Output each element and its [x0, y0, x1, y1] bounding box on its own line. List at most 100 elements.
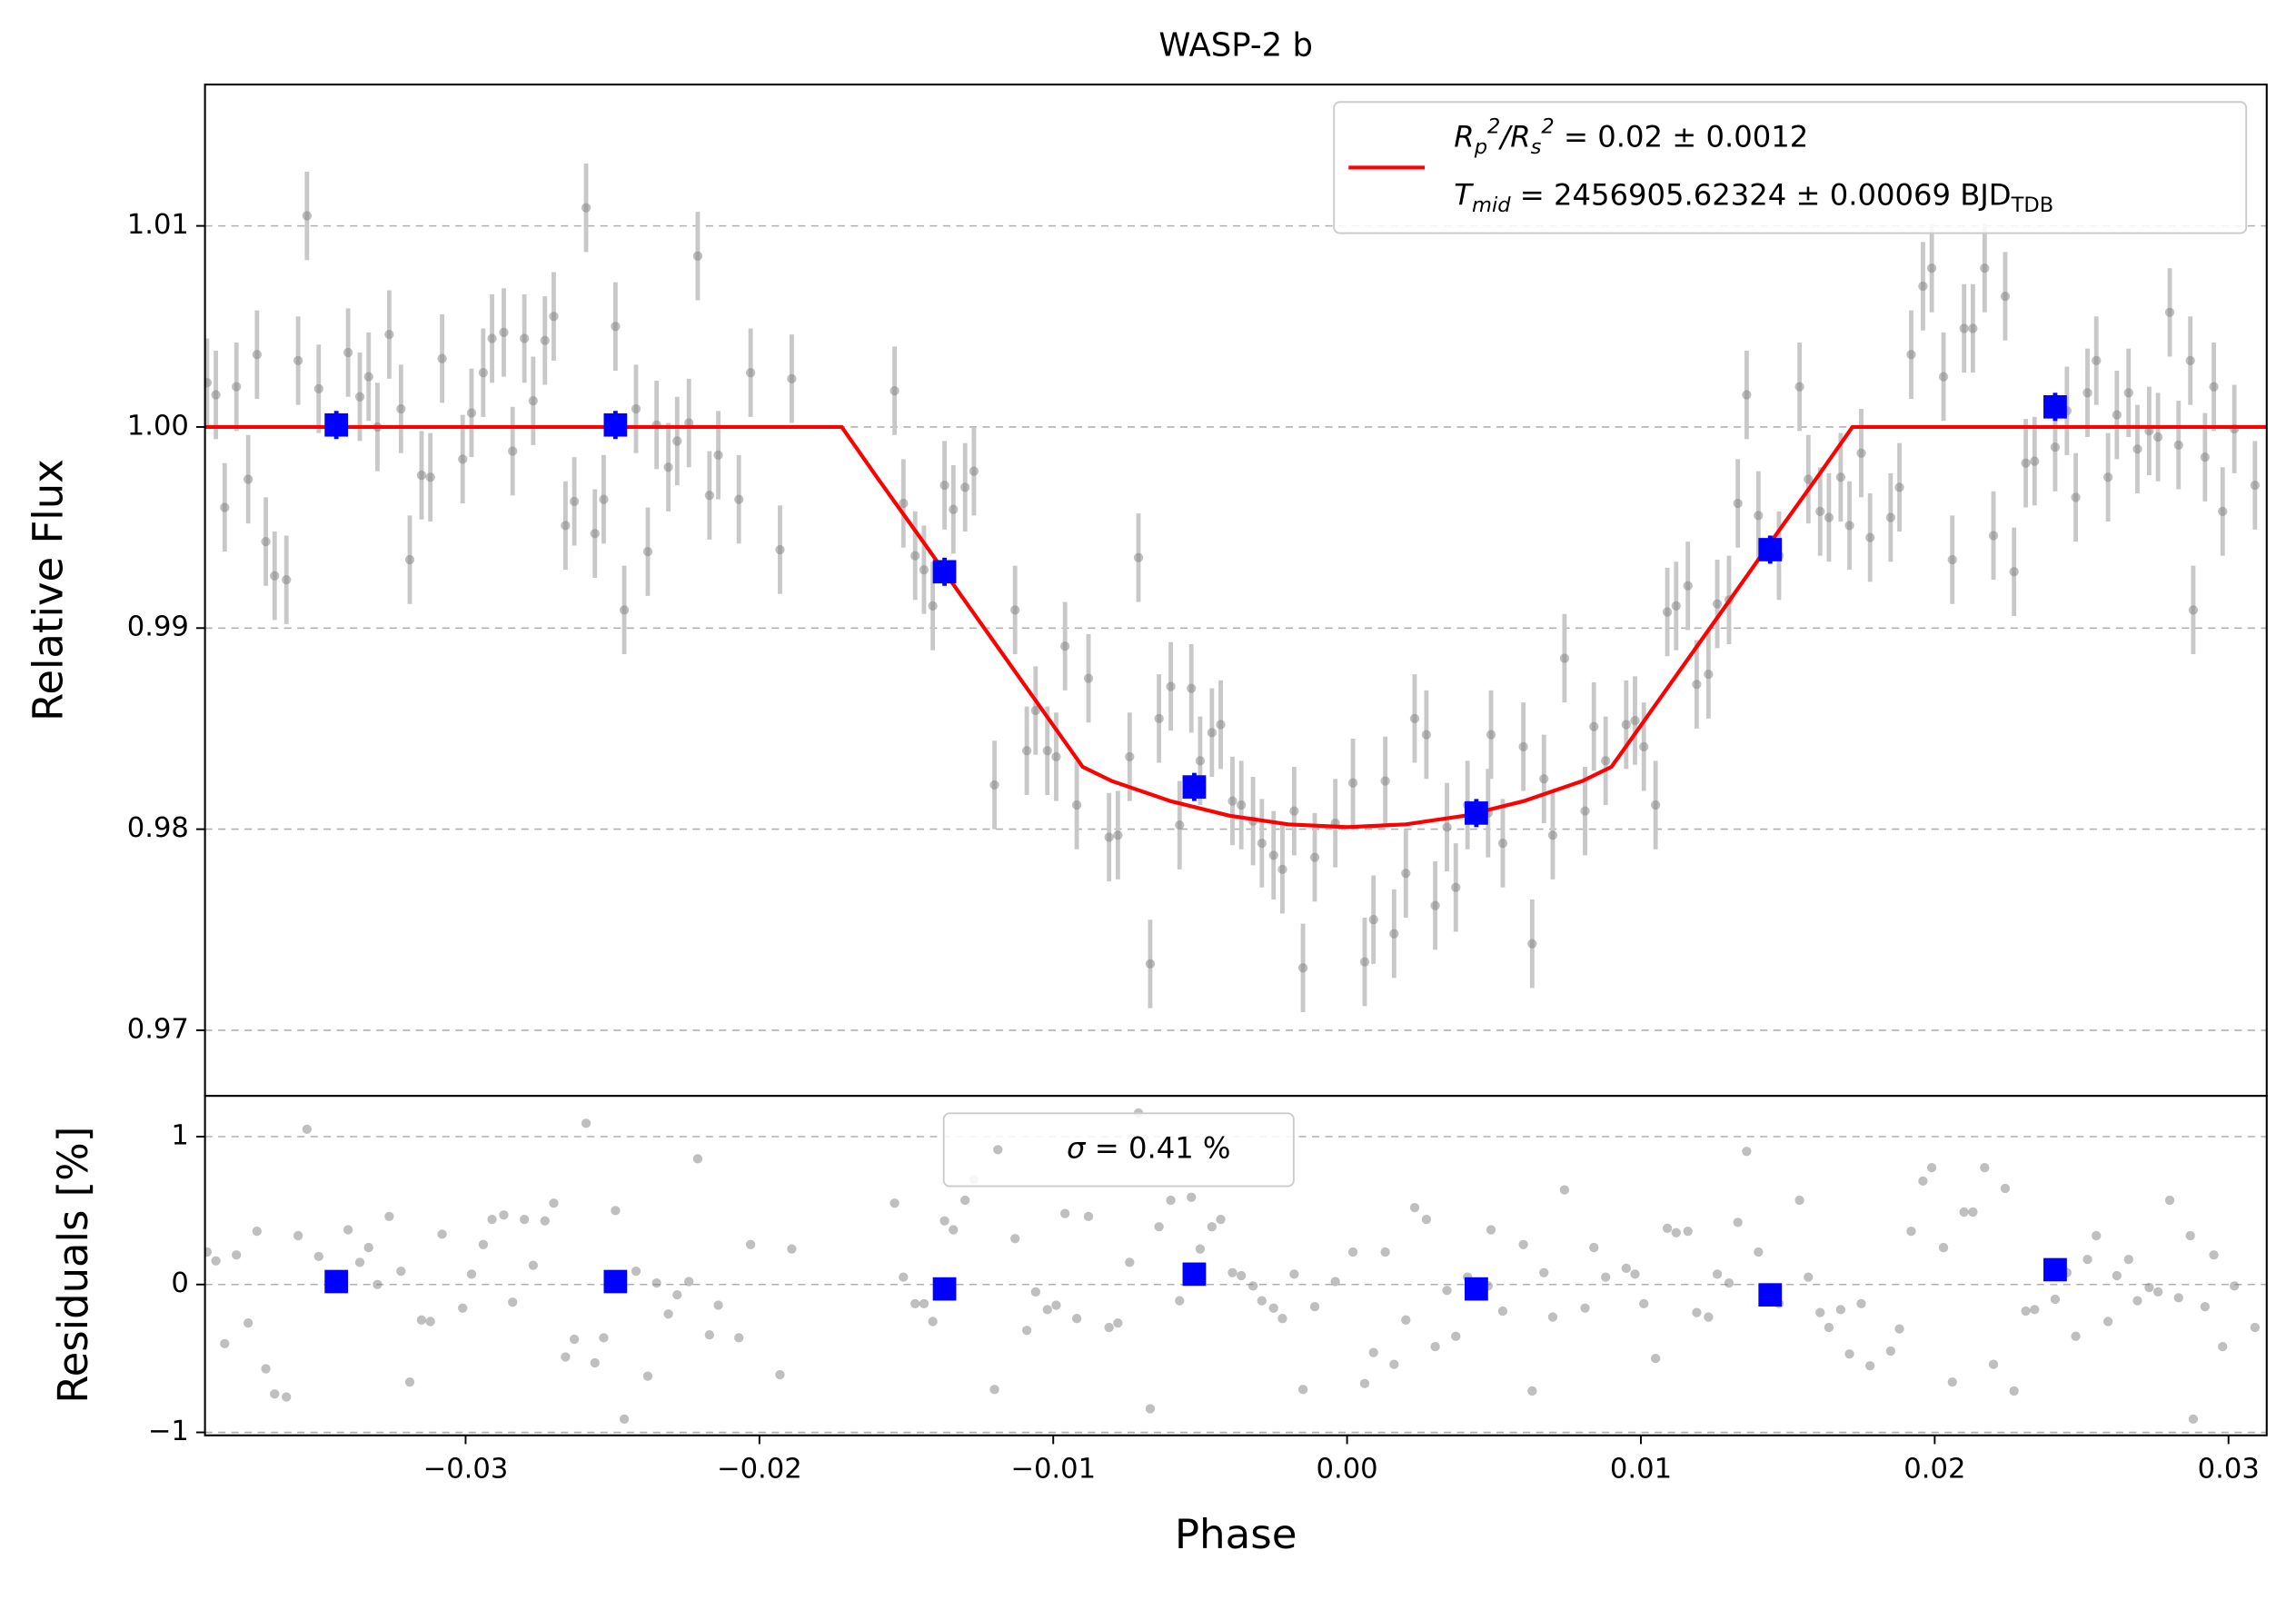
data-point [1430, 900, 1440, 910]
axes-frame [204, 1095, 2268, 1436]
data-point [416, 470, 427, 481]
binned-point [1758, 1283, 1783, 1307]
binned-point [603, 1269, 628, 1294]
data-point [1980, 1163, 1990, 1173]
data-point [1938, 372, 1949, 382]
legend-text-piece: = 0.02 ± 0.0012 [1555, 119, 1808, 154]
data-point [528, 396, 538, 406]
binned-point [603, 412, 628, 437]
data-point [1959, 1207, 1969, 1217]
legend-text-piece: = 2456905.62324 ± 0.00069 BJD [1511, 178, 2012, 213]
data-point [2102, 1317, 2113, 1327]
data-point [1486, 1225, 1496, 1235]
legend-text-piece: TDB [2011, 194, 2054, 217]
data-point [569, 496, 580, 506]
data-point [2123, 388, 2133, 398]
data-point [1133, 552, 1144, 562]
data-point [949, 504, 959, 514]
data-point [1330, 1277, 1340, 1287]
data-point [1216, 1215, 1226, 1225]
data-point [2173, 440, 2183, 450]
data-point [745, 1239, 756, 1249]
binned-point [324, 412, 349, 437]
y-axis-label: Relative Flux [24, 459, 72, 721]
data-point [561, 1352, 571, 1362]
legend-text: Tmid = 2456905.62324 ± 0.00069 BJDTDB [1454, 178, 2053, 217]
data-point [466, 408, 477, 418]
data-point [787, 373, 797, 383]
data-point [1175, 1296, 1185, 1306]
data-point [1368, 915, 1378, 925]
data-point [713, 450, 723, 461]
data-point [2021, 458, 2031, 468]
data-point [2164, 1195, 2175, 1206]
data-point [2009, 1386, 2019, 1396]
data-point [1113, 1317, 1123, 1328]
data-point [734, 494, 744, 504]
data-point [949, 1225, 959, 1235]
data-point [2092, 1230, 2102, 1241]
data-point [1835, 472, 1846, 482]
data-point [2173, 1293, 2183, 1303]
data-point [1906, 350, 1916, 360]
data-point [244, 474, 253, 484]
data-point [1380, 1247, 1390, 1257]
data-point [252, 1227, 263, 1237]
legend-box [942, 1112, 1295, 1188]
data-point [232, 1250, 242, 1260]
data-point [458, 454, 468, 464]
data-point [1059, 641, 1070, 651]
data-point [1030, 1287, 1040, 1297]
data-point [960, 482, 970, 492]
data-point [384, 1211, 394, 1222]
data-point [2112, 1270, 2122, 1281]
data-point [1421, 730, 1432, 740]
binned-point [1182, 1262, 1207, 1287]
data-point [989, 1385, 999, 1395]
data-point [1195, 1244, 1206, 1254]
data-point [1409, 1202, 1420, 1213]
data-point [704, 1329, 715, 1340]
data-point [1289, 1269, 1299, 1279]
data-point [220, 1338, 230, 1348]
data-point [354, 392, 365, 402]
data-point [1885, 512, 1896, 522]
data-point [261, 1364, 271, 1374]
legend-text-piece: σ [1067, 1130, 1087, 1165]
data-point [1815, 1307, 1825, 1317]
x-tick-label: 0.03 [2198, 1454, 2260, 1486]
data-point [1650, 1354, 1661, 1364]
data-point [910, 1298, 920, 1309]
data-point [499, 327, 509, 338]
data-point [1442, 1286, 1452, 1296]
data-point [1621, 1263, 1631, 1273]
data-point [363, 1242, 373, 1253]
data-point [2030, 1305, 2040, 1315]
data-point [1021, 746, 1032, 756]
data-point [2250, 1322, 2260, 1333]
data-point [487, 1215, 497, 1225]
data-point [1486, 730, 1496, 740]
data-point [1865, 1361, 1875, 1371]
data-point [2152, 432, 2163, 442]
data-point [1947, 1377, 1957, 1387]
data-point [293, 355, 303, 366]
data-point [651, 1277, 661, 1288]
legend-text-piece: T [1454, 178, 1474, 213]
data-point [1154, 1222, 1164, 1232]
data-point [1409, 713, 1420, 723]
data-point [2200, 452, 2211, 462]
data-point [2152, 1287, 2163, 1297]
data-point [549, 1198, 559, 1208]
data-point [692, 1154, 703, 1164]
data-point [2082, 1254, 2092, 1265]
data-point [540, 1216, 550, 1226]
data-point [1216, 720, 1226, 730]
data-point [1207, 728, 1217, 738]
data-point [1662, 1223, 1673, 1234]
data-point [437, 353, 447, 363]
data-point [1071, 800, 1082, 810]
data-point [540, 335, 550, 345]
